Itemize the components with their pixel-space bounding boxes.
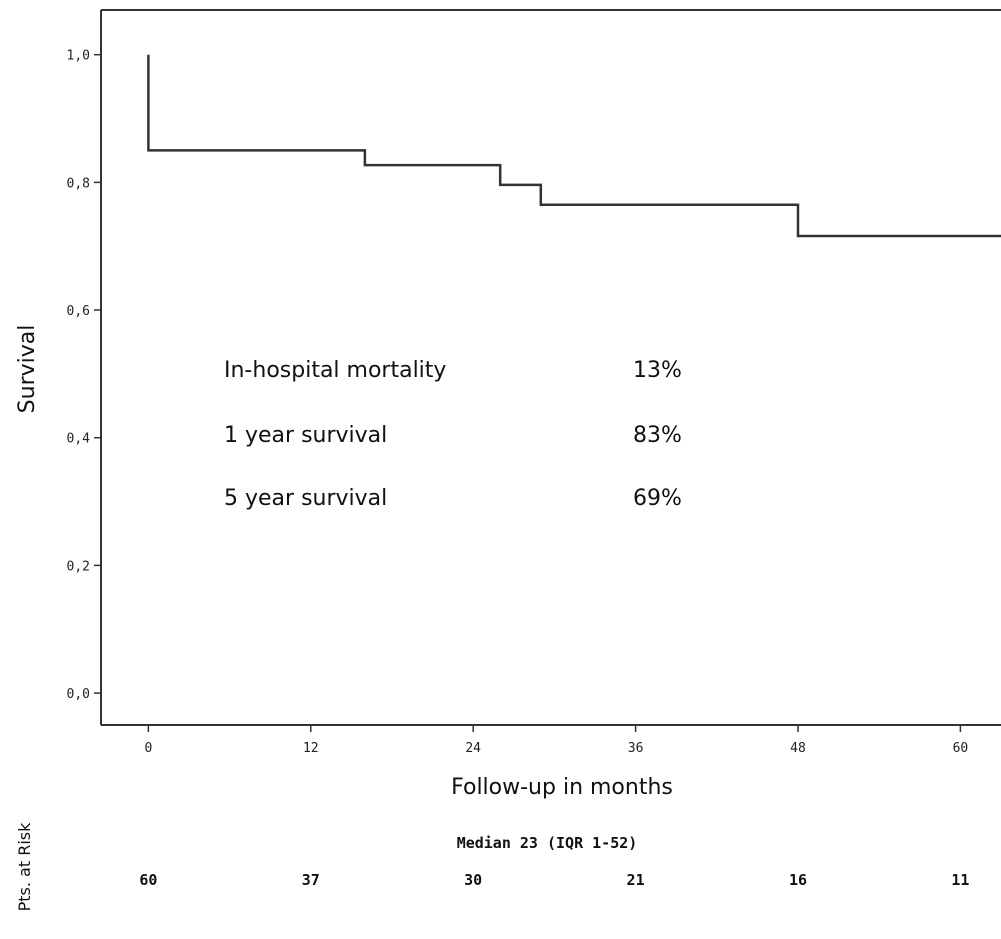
- risk-counts: 60 37 30 21 16 11: [139, 871, 969, 889]
- risk-table-title: Pts. at Risk: [15, 822, 34, 911]
- risk-count: 16: [789, 871, 807, 889]
- risk-count: 37: [302, 871, 320, 889]
- risk-count: 21: [627, 871, 645, 889]
- annotation-label-1yr: 1 year survival: [224, 423, 387, 448]
- x-tick-label: 60: [953, 741, 969, 756]
- ticks: 0 12 24 36 48 60 0,0 0,2 0,4 0,6 0,8 1,0: [67, 49, 969, 756]
- survival-curve-layer: [147, 54, 1001, 238]
- y-tick-label: 0,2: [67, 559, 90, 574]
- annotation-label-mortality: In-hospital mortality: [224, 358, 446, 383]
- survival-curve: [147, 54, 1001, 238]
- y-tick-label: 0,4: [67, 432, 91, 447]
- annotation-block: In-hospital mortality 13% 1 year surviva…: [224, 358, 682, 511]
- annotation-value-1yr: 83%: [633, 423, 682, 448]
- median-text: Median 23 (IQR 1-52): [457, 834, 638, 852]
- x-tick-label: 0: [144, 741, 152, 756]
- y-tick-label: 0,8: [67, 176, 90, 191]
- y-tick-label: 1,0: [67, 49, 90, 64]
- y-axis-title: Survival: [15, 325, 40, 414]
- x-tick-label: 36: [628, 741, 644, 756]
- risk-count: 30: [464, 871, 482, 889]
- risk-count: 60: [139, 871, 157, 889]
- x-axis-title: Follow-up in months: [451, 775, 673, 800]
- annotation-value-mortality: 13%: [633, 358, 682, 383]
- x-tick-label: 12: [303, 741, 319, 756]
- annotation-value-5yr: 69%: [633, 486, 682, 511]
- y-tick-label: 0,6: [67, 304, 90, 319]
- y-tick-label: 0,0: [67, 687, 90, 702]
- risk-count: 11: [951, 871, 969, 889]
- x-tick-label: 48: [790, 741, 806, 756]
- x-tick-label: 24: [465, 741, 481, 756]
- axes: [100, 9, 1001, 726]
- annotation-label-5yr: 5 year survival: [224, 486, 387, 511]
